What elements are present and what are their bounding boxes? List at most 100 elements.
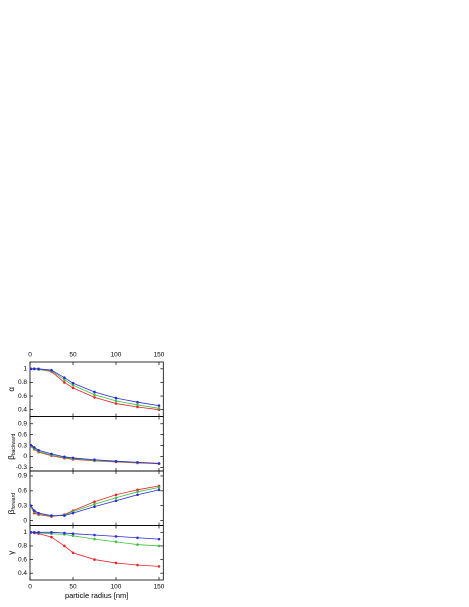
point [93,502,96,506]
point [63,514,66,517]
series-line [30,531,160,567]
y-tick-label: 0.3 [18,502,27,509]
point [71,386,75,390]
point [50,531,53,534]
point [29,531,33,534]
series-line [30,485,160,517]
point [33,367,36,371]
point [136,543,139,546]
x-tick-label: 100 [111,352,122,359]
point [136,536,139,540]
point [50,368,53,372]
y-tick-label: 0.4 [18,406,27,413]
point [71,511,75,515]
point [136,563,139,567]
point [93,390,96,394]
point [136,488,139,492]
point [37,511,40,515]
point [157,404,161,407]
y-label: α [7,387,16,392]
point [93,458,96,462]
y-label-text: α [7,387,16,392]
point [114,459,118,463]
point [63,455,66,459]
point [33,509,36,512]
point [93,393,96,397]
y-tick-label: 0.6 [18,393,27,400]
y-label-text: βforward [7,493,17,515]
point [136,493,139,497]
point [33,531,36,534]
y-tick-label: 0 [23,517,27,524]
y-tick-label: 0.6 [18,556,27,563]
x-tick-label: 150 [154,352,165,359]
point [157,488,161,492]
y-tick-label: 0.4 [18,570,27,577]
y-label: βbackward [7,434,17,460]
point [114,399,118,403]
series-line [30,444,160,464]
point [50,535,53,539]
y-tick-label: 0.9 [18,420,27,427]
point [63,381,66,384]
point [93,396,96,399]
y-tick-label: 0.9 [18,473,27,480]
point [71,383,75,387]
point [71,456,75,460]
point [93,537,96,541]
point [63,378,66,382]
y-label-sub: forward [11,493,17,510]
point [50,452,53,456]
point [157,537,161,541]
point [114,540,118,544]
point [93,558,96,561]
point [93,500,96,504]
point [114,402,118,405]
y-tick-label: 0.3 [18,442,27,449]
point [136,405,139,409]
panel-frame [29,525,164,581]
point [136,490,139,494]
y-tick-label: 0.6 [18,431,27,438]
point [37,448,40,452]
point [93,505,96,508]
y-tick-label: 1 [23,366,27,373]
point [157,565,161,568]
series-line [30,531,160,540]
point [63,544,66,548]
point [114,493,118,497]
point [63,531,66,535]
x-tick-label: 150 [154,584,165,591]
point [37,531,40,534]
point [114,499,118,503]
y-tick-label: 0.8 [18,543,27,550]
y-label: γ [7,551,16,555]
point [114,535,118,538]
point [33,446,36,449]
point [71,532,75,535]
x-tick-label: 50 [69,584,77,591]
point [157,462,161,465]
y-tick-label: 0.6 [18,488,27,495]
y-label-text: γ [7,551,16,555]
point [50,514,53,517]
y-label: βforward [7,493,17,515]
point [157,486,161,489]
point [114,496,118,500]
y-tick-label: 1 [23,529,27,536]
x-label: particle radius [nm] [65,591,128,600]
y-label-sub: backward [11,434,17,456]
point [37,367,40,371]
point [71,534,75,538]
point [29,367,33,371]
y-tick-label: -0.3 [16,464,28,471]
x-tick-label: 0 [28,352,32,359]
point [157,407,161,410]
series-line [30,368,160,406]
point [114,561,118,565]
series-line [30,368,160,411]
x-tick-label: 50 [69,352,77,359]
y-tick-label: 0.8 [18,379,27,386]
panel-frame [29,470,164,526]
